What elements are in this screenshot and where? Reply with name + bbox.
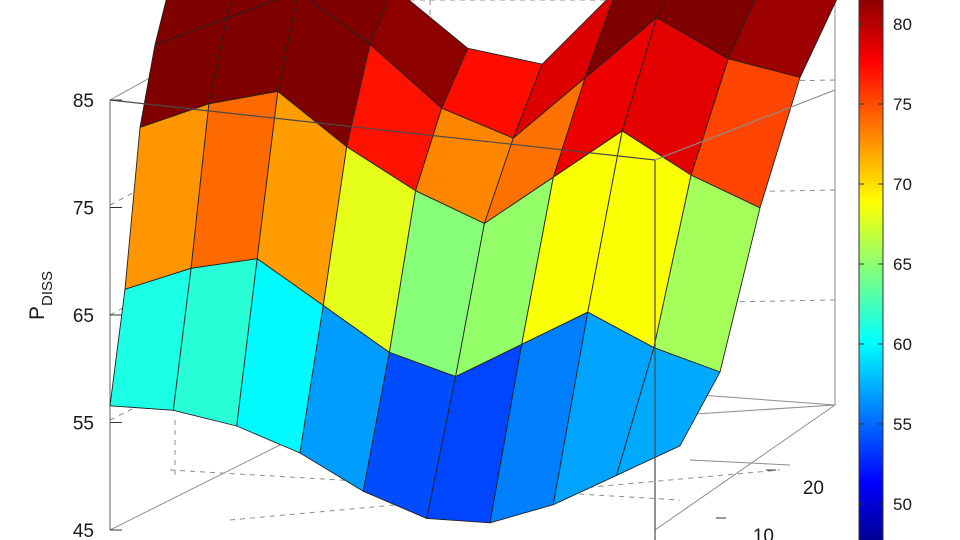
colorbar-tick-label: 55	[893, 415, 912, 434]
colorbar-tick-label: 60	[893, 335, 912, 354]
box-front-diagonal	[654, 89, 836, 161]
surface-patch	[616, 347, 721, 476]
colorbar-tick-label: 70	[893, 175, 912, 194]
surface-mesh	[109, 0, 837, 524]
colorbar-ticks: 50 55 60 65 70 75 80	[859, 15, 912, 514]
box-front-top-edge	[109, 99, 656, 161]
z-tick-label: 85	[73, 91, 94, 112]
colorbar-tick-label: 65	[893, 255, 912, 274]
z-tick-label: 75	[73, 199, 94, 220]
colorbar: 50 55 60 65 70 75 80	[858, 0, 912, 540]
z-tick-label: 55	[73, 414, 94, 435]
box-floor-edge-right	[654, 404, 836, 531]
z-axis: 45 55 65 75 85	[73, 91, 122, 540]
z-axis-label-main: P	[26, 306, 49, 320]
box-front-right-mid	[689, 459, 791, 466]
colorbar-tick-label: 50	[893, 495, 912, 514]
z-axis-label-sub: DISS	[39, 271, 56, 306]
z-axis-label: P DISS	[26, 271, 56, 320]
colorbar-tick-label: 75	[893, 95, 912, 114]
z-tick-label: 65	[73, 306, 94, 327]
side-tick-label: 10	[753, 526, 774, 540]
box-floor-grid-2	[229, 469, 781, 521]
side-tick-label: 20	[803, 478, 824, 499]
z-tick-label: 45	[73, 521, 94, 540]
box-left-bottom	[109, 439, 291, 531]
box-front-right-bottom	[699, 394, 836, 406]
colorbar-gradient	[858, 0, 884, 540]
colorbar-tick-label: 80	[893, 15, 912, 34]
axis-box-front	[109, 89, 836, 540]
